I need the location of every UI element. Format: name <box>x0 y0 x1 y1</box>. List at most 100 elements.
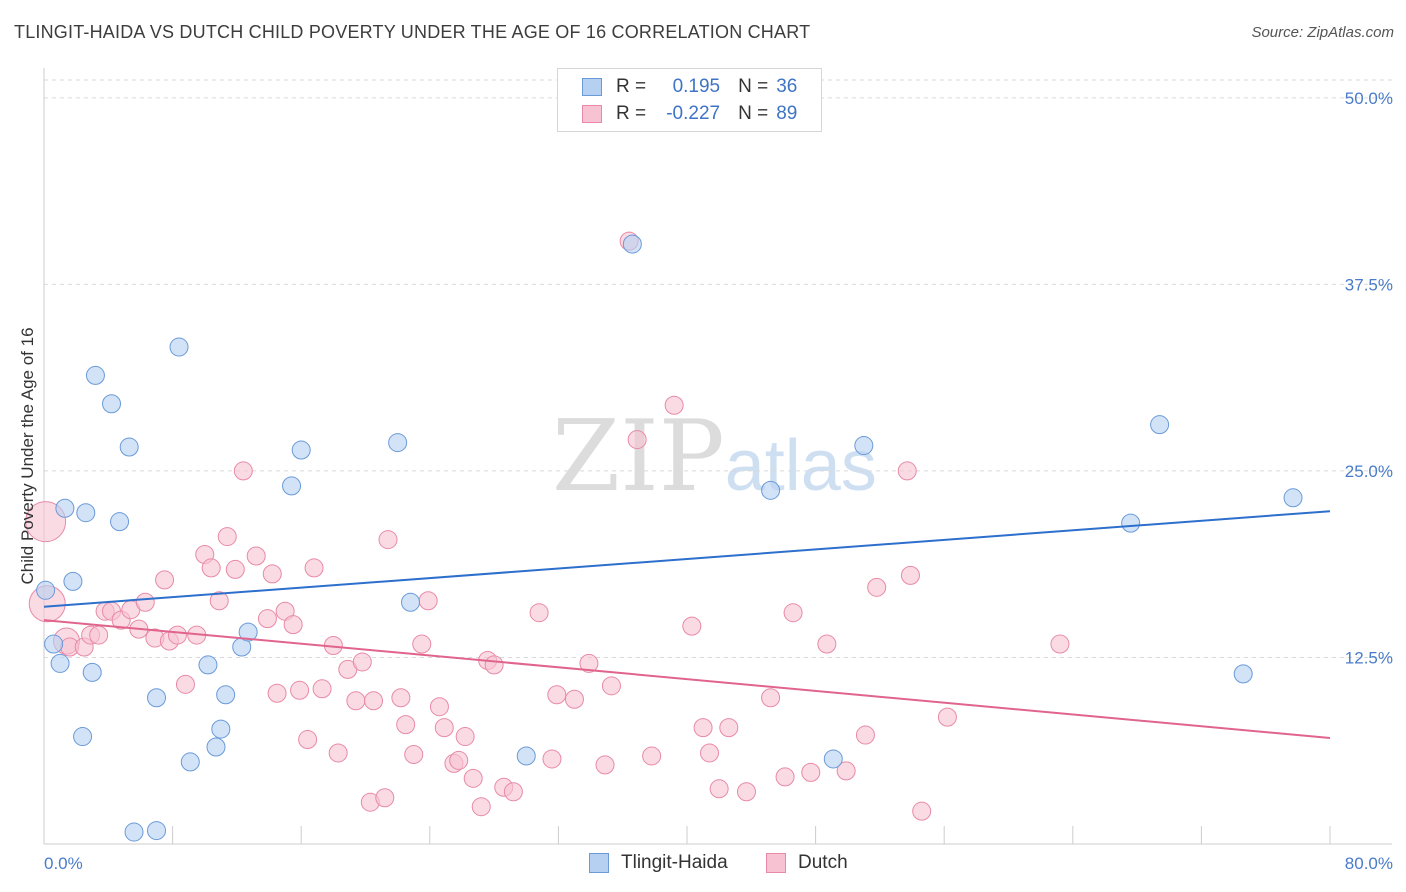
dutch-point <box>262 564 282 584</box>
dutch-point <box>900 565 920 585</box>
y-tick-label: 37.5% <box>1345 275 1393 294</box>
legend-swatch-tlingit <box>582 78 602 96</box>
dutch-point <box>463 768 483 788</box>
dutch-point <box>312 679 332 699</box>
series-legend-dutch: Dutch <box>766 852 848 874</box>
series-label-dutch: Dutch <box>798 852 848 873</box>
dutch-point <box>1050 634 1070 654</box>
dutch-point <box>364 691 384 711</box>
tlingit-trend-line <box>43 510 1331 608</box>
tlingit-point <box>211 719 231 739</box>
source-label: Source: ZipAtlas.com <box>1251 24 1394 41</box>
legend-r-value: 0.195 <box>672 76 721 97</box>
dutch-point <box>167 625 187 645</box>
dutch-point <box>912 801 932 821</box>
tlingit-point <box>401 592 421 612</box>
dutch-point <box>429 697 449 717</box>
dutch-point <box>775 767 795 787</box>
tlingit-point <box>36 580 56 600</box>
dutch-point <box>709 779 729 799</box>
tlingit-point <box>85 365 105 385</box>
dutch-point <box>542 749 562 769</box>
grid-layer <box>44 79 1392 658</box>
series-legend-tlingit: Tlingit-Haida <box>589 852 728 874</box>
dutch-point <box>817 634 837 654</box>
dutch-point <box>801 762 821 782</box>
dutch-point <box>89 625 109 645</box>
tlingit-point <box>282 476 302 496</box>
dutch-point <box>761 688 781 708</box>
tlingit-point <box>1150 415 1170 435</box>
dutch-point <box>719 718 739 738</box>
dutch-point <box>449 750 469 770</box>
dutch-point <box>455 727 475 747</box>
tlingit-point <box>198 655 218 675</box>
dutch-point <box>434 718 454 738</box>
dutch-point <box>304 558 324 578</box>
label-layer: 12.5% 25.0% 37.5% 50.0% 0.0% 80.0% Child Pover… <box>18 89 1393 873</box>
dutch-point <box>412 634 432 654</box>
legend-r-label: R = <box>616 103 647 124</box>
dutch-point <box>233 461 253 481</box>
dutch-point <box>290 680 310 700</box>
points-layer <box>25 231 1303 842</box>
tlingit-point <box>147 821 167 841</box>
x-tick-label-max: 80.0% <box>1345 854 1393 873</box>
tlingit-point <box>110 512 130 532</box>
tlingit-point <box>1121 513 1141 533</box>
dutch-point <box>595 755 615 775</box>
chart-title: TLINGIT-HAIDA VS DUTCH CHILD POVERTY UND… <box>14 22 811 42</box>
dutch-point <box>897 461 917 481</box>
tlingit-point <box>823 749 843 769</box>
series-label-tlingit: Tlingit-Haida <box>621 852 728 873</box>
tlingit-point <box>1283 488 1303 508</box>
dutch-point <box>547 685 567 705</box>
tlingit-point <box>63 571 83 591</box>
dutch-point <box>642 746 662 766</box>
dutch-point <box>328 743 348 763</box>
dutch-point <box>601 676 621 696</box>
tlingit-point <box>291 440 311 460</box>
dutch-point <box>564 689 584 709</box>
tlingit-point <box>761 480 781 500</box>
dutch-point <box>391 688 411 708</box>
tlingit-point <box>238 622 258 642</box>
series-swatch-dutch <box>766 853 786 873</box>
tlingit-point <box>854 436 874 456</box>
legend-row-dutch: R = -0.227 N = 89 <box>582 102 797 126</box>
y-tick-label: 12.5% <box>1345 648 1393 667</box>
dutch-point <box>217 527 237 547</box>
tlingit-point <box>147 688 167 708</box>
dutch-point <box>298 730 318 750</box>
tlingit-point <box>516 746 536 766</box>
dutch-point <box>700 743 720 763</box>
dutch-point <box>209 591 229 611</box>
tlingit-point <box>73 727 93 747</box>
dutch-point <box>283 615 303 635</box>
tlingit-point <box>119 437 139 457</box>
y-axis-label: Child Poverty Under the Age of 16 <box>18 327 37 584</box>
tlingit-point <box>388 433 408 453</box>
series-swatch-tlingit <box>589 853 609 873</box>
dutch-point <box>135 592 155 612</box>
axis-layer <box>43 68 1392 845</box>
dutch-point <box>736 782 756 802</box>
legend-swatch-dutch <box>582 105 602 123</box>
dutch-point <box>503 782 523 802</box>
dutch-point <box>25 501 67 543</box>
tlingit-point <box>124 822 144 842</box>
legend-r-value: -0.227 <box>666 103 721 124</box>
dutch-point <box>257 609 277 629</box>
dutch-point <box>693 718 713 738</box>
correlation-legend: R = 0.195 N = 36 R = -0.227 N = 89 <box>557 68 822 132</box>
dutch-point <box>375 788 395 808</box>
dutch-point <box>627 430 647 450</box>
dutch-point <box>378 530 398 550</box>
dutch-point <box>225 559 245 579</box>
y-tick-label: 25.0% <box>1345 462 1393 481</box>
dutch-point <box>175 674 195 694</box>
dutch-point <box>155 570 175 590</box>
trend-layer <box>43 510 1331 740</box>
dutch-point <box>484 655 504 675</box>
dutch-point <box>352 652 372 672</box>
